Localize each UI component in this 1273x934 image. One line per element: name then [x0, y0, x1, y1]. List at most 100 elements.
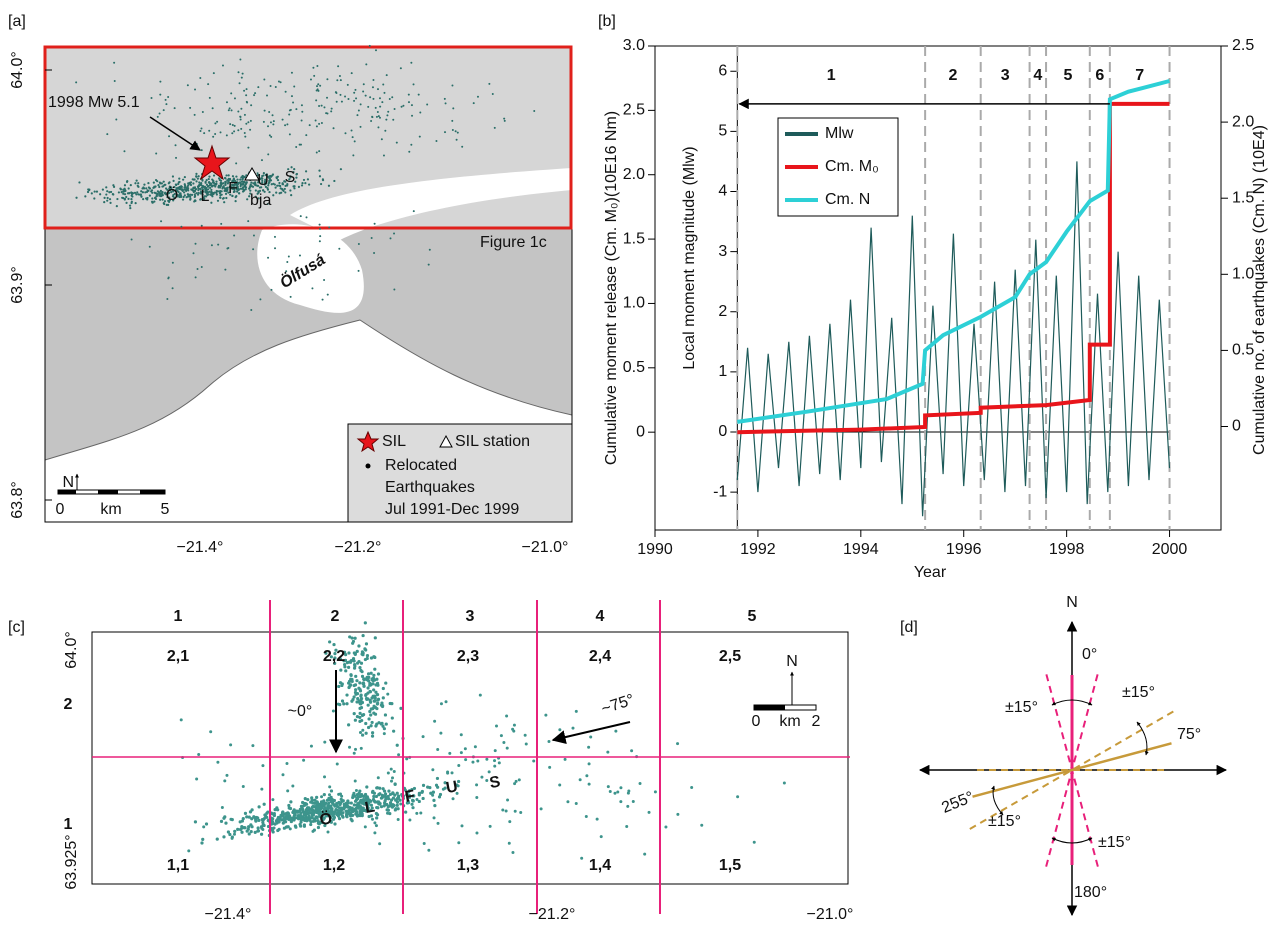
quake-dot [370, 696, 374, 700]
quake-dot [153, 196, 157, 200]
quake-dot [234, 180, 237, 183]
quake-dot [277, 80, 280, 83]
quake-dot [276, 178, 280, 182]
quake-dot [322, 799, 326, 803]
quake-dot [219, 131, 222, 134]
lat-label: 63.925° [63, 834, 80, 889]
quake-dot [608, 789, 612, 793]
quake-dot [288, 806, 293, 811]
quake-dot [142, 198, 145, 201]
quake-dot [288, 827, 292, 831]
quake-dot [153, 200, 156, 203]
quake-dot [171, 287, 174, 290]
quake-dot [266, 810, 270, 814]
quake-dot [358, 731, 362, 735]
quake-dot [318, 227, 321, 230]
quake-dot [187, 849, 191, 853]
quake-dot [298, 822, 302, 827]
quake-dot [171, 175, 175, 178]
angle-arc [991, 785, 1004, 816]
lon-label: −21.0° [807, 906, 854, 923]
quake-dot [358, 711, 362, 715]
quake-dot [410, 104, 413, 107]
label: [b] [598, 13, 616, 30]
quake-dot [152, 181, 155, 184]
quake-dot [472, 102, 475, 105]
quake-dot [619, 800, 623, 804]
quake-dot [145, 187, 148, 190]
quake-dot [473, 745, 477, 749]
quake-dot [335, 762, 339, 766]
label: 5 [161, 501, 170, 518]
quake-dot [301, 182, 304, 185]
legend-dot [365, 463, 371, 469]
quake-dot [384, 797, 388, 801]
quake-dot [305, 216, 308, 219]
quake-dot [595, 817, 599, 821]
quake-dot [113, 80, 116, 83]
quake-dot [252, 815, 256, 819]
quake-dot [286, 123, 289, 126]
region-letter: Ö [318, 808, 334, 829]
quake-dot [326, 810, 330, 814]
quake-dot [195, 143, 198, 146]
quake-dot [228, 107, 231, 110]
quake-dot [506, 798, 510, 802]
quake-dot [374, 824, 378, 828]
quake-dot [147, 182, 150, 185]
quake-dot [444, 700, 448, 704]
quake-dot [390, 805, 395, 809]
quake-dot [173, 107, 176, 110]
quake-dot [211, 178, 214, 181]
quake-dot [200, 127, 203, 130]
quake-dot [352, 791, 356, 795]
quake-dot [323, 808, 328, 812]
quake-dot [304, 182, 307, 185]
quake-dot [143, 183, 146, 186]
quake-dot [318, 105, 321, 108]
quake-dot [499, 734, 503, 738]
quake-dot [352, 659, 356, 663]
quake-dot [375, 813, 380, 817]
quake-dot [782, 781, 786, 785]
quake-dot [349, 801, 353, 805]
quake-dot [150, 96, 153, 99]
quake-dot [218, 192, 222, 195]
quake-dot [563, 757, 567, 761]
quake-dot [257, 805, 261, 809]
quake-dot [369, 808, 373, 812]
quake-dot [261, 818, 265, 822]
region-letter: S [488, 773, 502, 792]
quake-dot [168, 187, 171, 190]
quake-dot [391, 96, 394, 99]
quake-dot [281, 821, 285, 825]
quake-dot [377, 126, 380, 129]
quake-dot [257, 181, 260, 184]
quake-dot [369, 724, 373, 728]
quake-dot [384, 722, 388, 726]
quake-dot [376, 111, 379, 114]
y-tick-label: 1.5 [623, 230, 645, 247]
quake-dot [250, 104, 253, 107]
quake-dot [352, 695, 356, 699]
quake-dot [418, 135, 421, 138]
quake-dot [410, 788, 414, 792]
quake-dot [325, 112, 328, 115]
quake-dot [309, 744, 313, 748]
quake-dot [381, 787, 385, 791]
quake-dot [224, 183, 227, 187]
quake-dot [393, 288, 396, 291]
quake-dot [240, 826, 244, 830]
quake-dot [340, 794, 344, 798]
quake-dot [256, 172, 259, 175]
quake-dot [643, 852, 647, 856]
y2-tick-label: 1.0 [1232, 266, 1254, 283]
quake-dot [173, 185, 176, 189]
quake-dot [356, 661, 360, 665]
quake-dot [267, 184, 270, 187]
quake-dot [264, 173, 267, 177]
quake-dot [410, 61, 413, 64]
quake-dot [338, 802, 342, 807]
quake-dot [245, 181, 248, 184]
quake-dot [428, 248, 431, 251]
